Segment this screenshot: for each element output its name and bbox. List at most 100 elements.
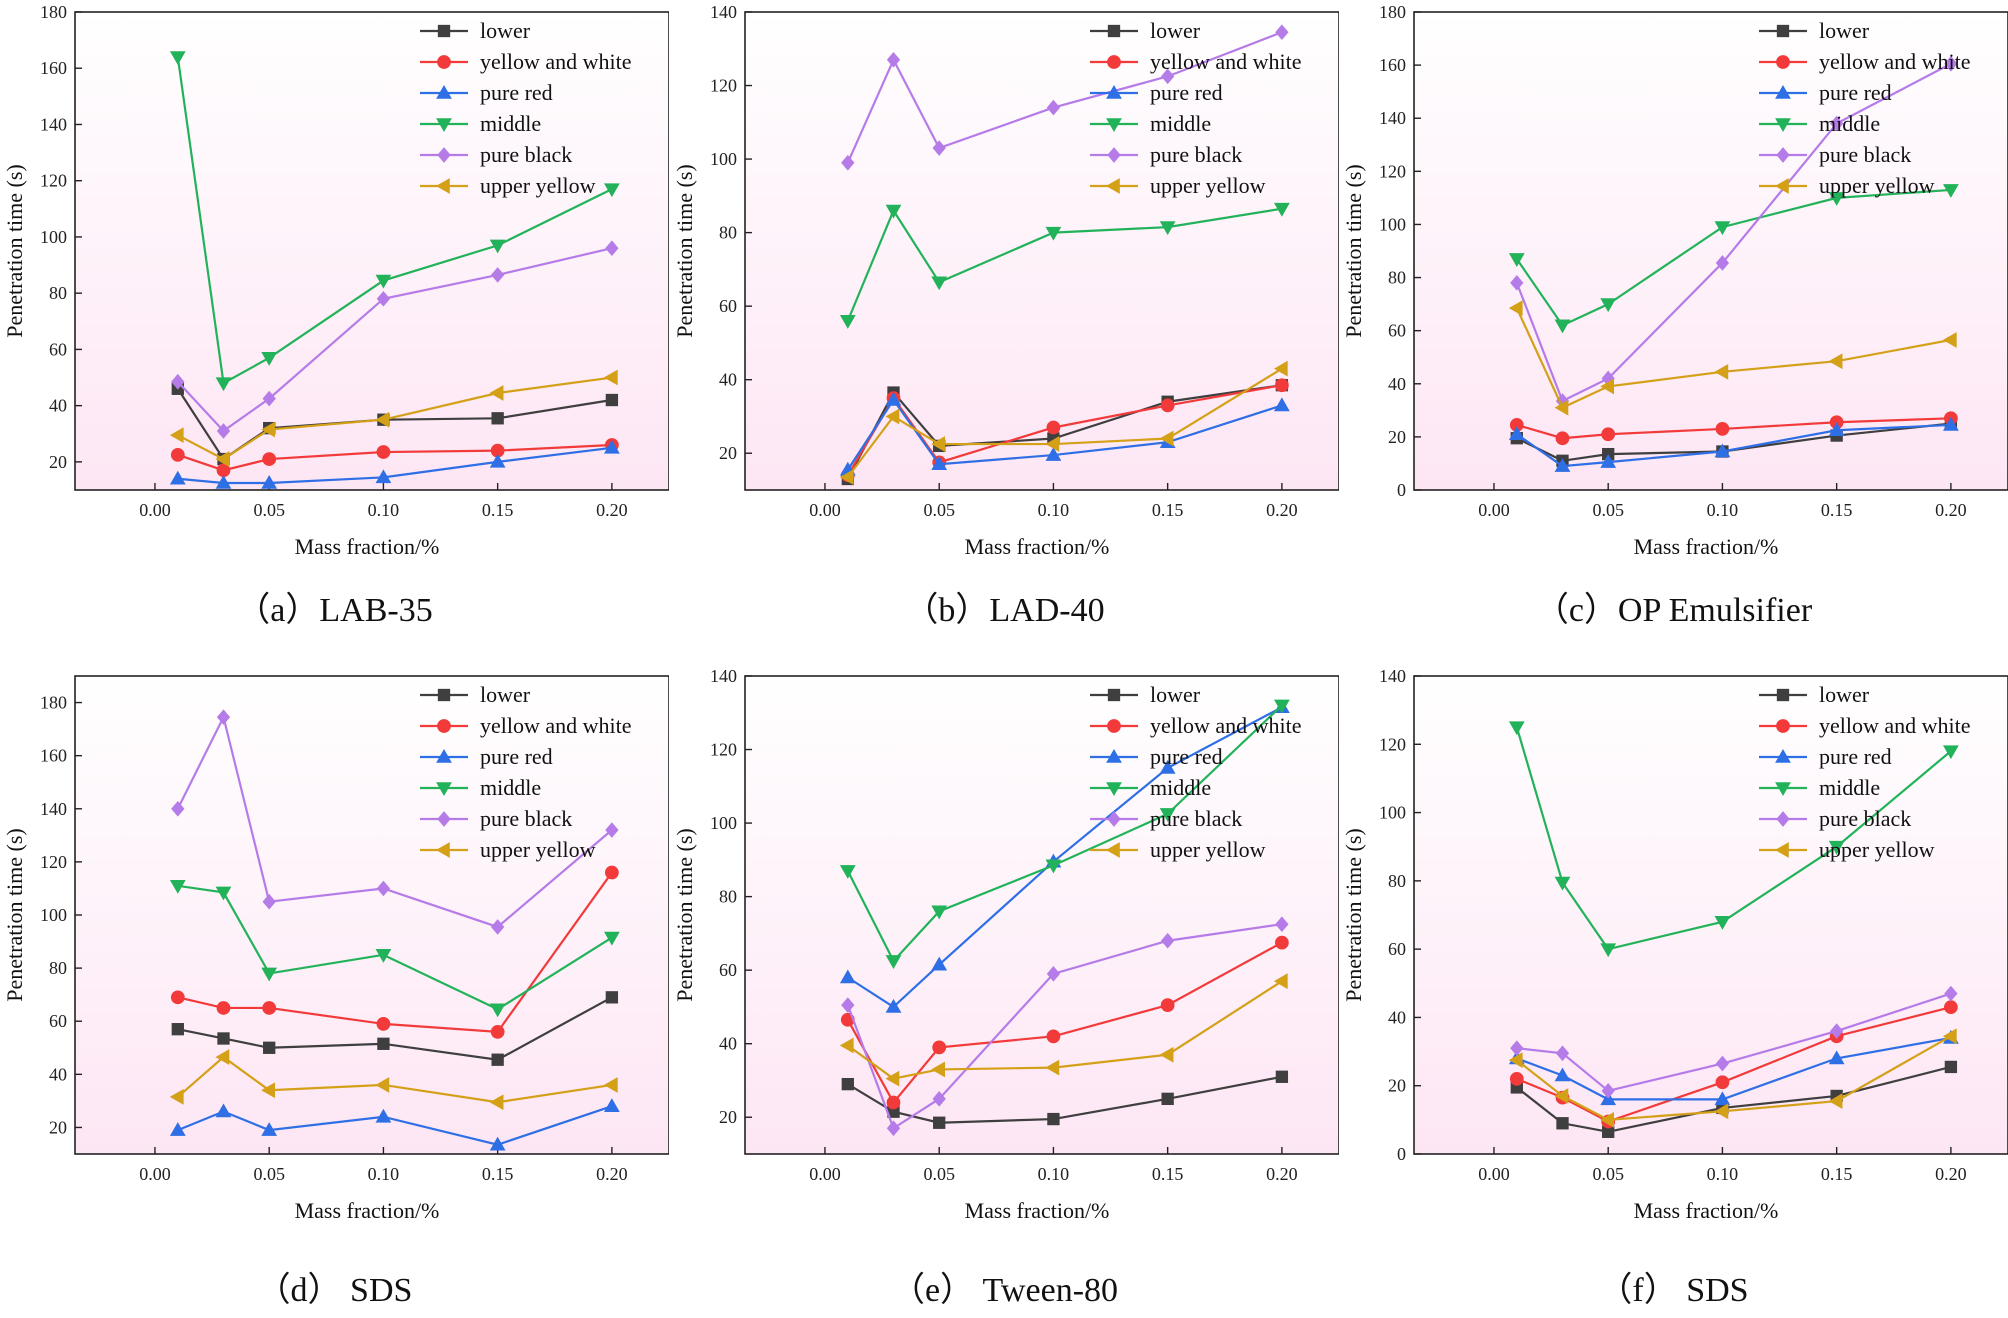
x-axis: 0.00 0.05 0.10 0.15 0.20 xyxy=(809,483,1298,520)
data-point-yellow-and-white xyxy=(170,447,185,462)
chart-sds-f: 0 20 40 60 80 100 120 140 0.00 0.05 0.10 0.15 0.20 Ma… xyxy=(1341,666,2008,1223)
x-tick-label: 0.10 xyxy=(1707,1164,1739,1184)
y-tick-label: 120 xyxy=(710,76,737,96)
series-line-upper-yellow xyxy=(846,367,1283,478)
x-tick-label: 0.10 xyxy=(1707,500,1739,520)
data-point-upper-yellow xyxy=(839,1037,854,1054)
x-tick-label: 0.15 xyxy=(1152,1164,1184,1184)
series-yellow-and-white xyxy=(170,438,619,478)
data-point-pure-black xyxy=(171,373,185,390)
y-tick-label: 100 xyxy=(40,905,67,925)
data-point-pure-red xyxy=(489,453,506,468)
data-point-pure-red xyxy=(931,956,948,971)
legend-marker xyxy=(1775,748,1791,763)
series-line-middle xyxy=(846,207,1283,322)
data-point-pure-red xyxy=(261,1122,278,1136)
data-point-pure-black xyxy=(1275,24,1289,41)
y-tick-label: 140 xyxy=(40,114,67,134)
x-tick-label: 0.05 xyxy=(253,1164,285,1184)
series-line-pure-red xyxy=(846,397,1283,471)
y-tick-label: 0 xyxy=(1397,1144,1406,1164)
data-point-pure-red xyxy=(1828,1050,1845,1065)
legend-marker xyxy=(1774,842,1789,858)
series-line-upper-yellow xyxy=(1516,1035,1952,1121)
series-middle xyxy=(1508,721,1959,958)
legend-marker xyxy=(1775,84,1791,99)
series-line-upper-yellow xyxy=(177,376,613,461)
data-point-pure-red xyxy=(1714,1091,1731,1106)
series-upper-yellow xyxy=(169,1049,618,1111)
legend: lower yellow and white pure red middle pure … xyxy=(1090,18,1302,198)
legend-marker xyxy=(437,24,451,38)
legend-marker xyxy=(1106,118,1122,133)
data-point-pure-red xyxy=(1600,454,1617,468)
data-point-pure-red xyxy=(215,1103,232,1118)
data-point-middle xyxy=(1508,721,1525,736)
x-tick-label: 0.15 xyxy=(1821,500,1853,520)
y-tick-label: 80 xyxy=(719,887,737,907)
series-middle xyxy=(839,699,1290,969)
data-point-upper-yellow xyxy=(489,1094,504,1111)
data-point-middle xyxy=(169,879,186,894)
series-line-pure-black xyxy=(1516,992,1952,1093)
legend-marker xyxy=(1775,782,1791,797)
y-tick-label: 60 xyxy=(719,960,737,980)
data-point-pure-red xyxy=(1942,416,1959,431)
data-point-middle xyxy=(1714,916,1731,930)
legend-label: pure black xyxy=(480,142,572,167)
plot-frame xyxy=(744,11,1339,491)
data-point-lower xyxy=(1047,1112,1060,1126)
y-axis: 20 40 60 80 100 120 140 xyxy=(710,2,752,463)
y-tick-label: 20 xyxy=(1388,427,1406,447)
legend-label: middle xyxy=(480,775,541,800)
data-point-lower xyxy=(491,412,504,425)
data-point-middle xyxy=(1273,202,1290,217)
y-tick-label: 120 xyxy=(1379,734,1406,754)
series-line-pure-red xyxy=(1516,423,1951,468)
y-tick-label: 140 xyxy=(710,666,737,686)
data-point-pure-red xyxy=(215,474,232,489)
data-point-upper-yellow xyxy=(1508,1052,1523,1068)
x-axis: 0.00 0.05 0.10 0.15 0.20 xyxy=(139,483,628,520)
x-tick-label: 0.20 xyxy=(1266,1164,1298,1184)
data-point-pure-black xyxy=(491,267,505,283)
data-point-middle xyxy=(261,352,278,366)
y-tick-label: 140 xyxy=(1379,108,1406,128)
data-point-middle xyxy=(839,315,856,329)
data-point-middle xyxy=(1508,253,1525,267)
panel-caption: （f） SDS xyxy=(1598,1272,1749,1309)
series-line-yellow-and-white xyxy=(846,941,1283,1105)
data-point-middle xyxy=(169,51,186,65)
data-point-middle xyxy=(1600,943,1617,958)
series-yellow-and-white xyxy=(840,935,1289,1110)
data-point-pure-red xyxy=(1045,447,1062,461)
x-tick-label: 0.15 xyxy=(1821,1164,1853,1184)
plot-area xyxy=(75,12,669,490)
y-tick-label: 80 xyxy=(49,958,67,978)
plot-area xyxy=(745,12,1339,490)
data-point-pure-black xyxy=(1161,68,1175,85)
legend-marker xyxy=(1776,811,1790,827)
data-point-lower xyxy=(491,1053,504,1066)
data-point-yellow-and-white xyxy=(1944,1000,1958,1015)
data-point-pure-black xyxy=(1830,1023,1844,1039)
panel-caption: （e） Tween-80 xyxy=(890,1272,1119,1309)
data-point-pure-black xyxy=(262,893,276,910)
data-point-pure-red xyxy=(603,439,620,454)
y-tick-label: 160 xyxy=(1379,55,1406,75)
legend-marker xyxy=(435,178,450,194)
plot-area xyxy=(745,676,1339,1154)
data-point-upper-yellow xyxy=(375,411,390,428)
data-point-upper-yellow xyxy=(261,421,275,438)
legend-label: upper yellow xyxy=(1150,173,1266,198)
data-point-lower xyxy=(605,393,619,407)
legend-label: middle xyxy=(480,111,541,136)
data-point-lower xyxy=(171,1023,184,1036)
x-tick-label: 0.20 xyxy=(1935,1164,1967,1184)
data-point-upper-yellow xyxy=(1942,1028,1957,1045)
legend-marker xyxy=(1107,147,1121,163)
panel-d: 20 40 60 80 100 120 140 160 180 0.00 0.05 0.10 0.15 0… xyxy=(0,664,669,1318)
data-point-lower xyxy=(841,1077,854,1091)
